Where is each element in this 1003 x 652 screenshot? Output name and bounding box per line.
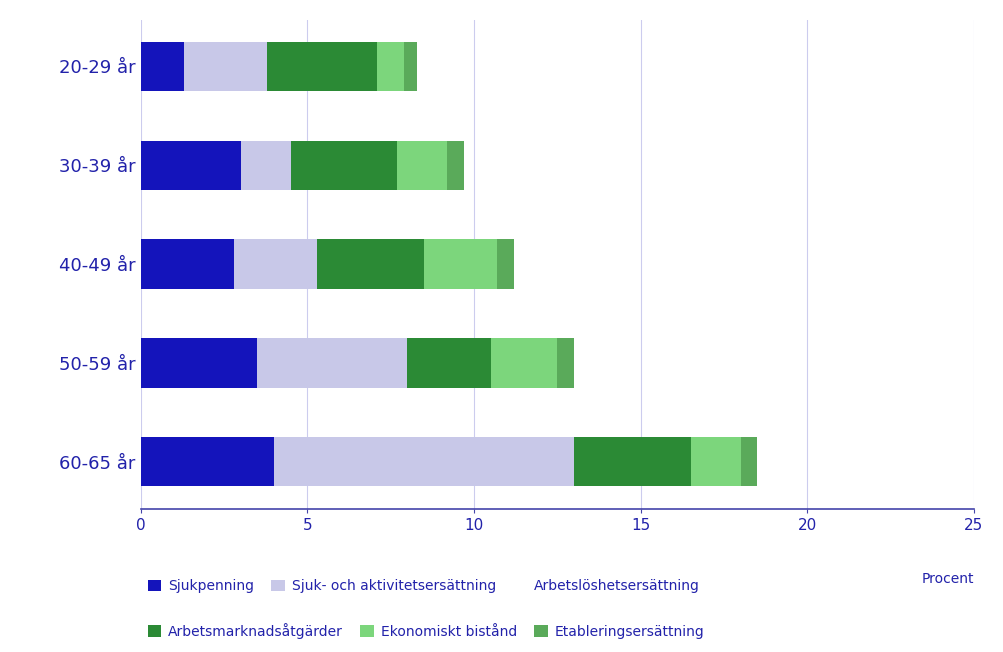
Bar [690, 437, 740, 486]
Bar [403, 42, 417, 91]
Bar [290, 141, 397, 190]
Bar [267, 42, 377, 91]
Bar [234, 239, 317, 289]
Bar [574, 437, 690, 486]
Bar [490, 338, 557, 387]
Bar [140, 437, 274, 486]
Bar [377, 42, 403, 91]
Bar [241, 141, 290, 190]
Bar [140, 141, 241, 190]
Bar [740, 437, 756, 486]
Legend: Arbetsmarknadsåtgärder, Ekonomiskt bistånd, Etableringsersättning: Arbetsmarknadsåtgärder, Ekonomiskt bistå… [147, 623, 703, 639]
Bar [317, 239, 423, 289]
Bar [423, 239, 496, 289]
Bar [140, 338, 257, 387]
Bar [407, 338, 490, 387]
Bar [140, 42, 184, 91]
Bar [557, 338, 574, 387]
Bar [140, 239, 234, 289]
Text: Procent: Procent [921, 572, 973, 586]
Bar [257, 338, 407, 387]
Bar [274, 437, 574, 486]
Bar [496, 239, 514, 289]
Bar [397, 141, 446, 190]
Bar [446, 141, 463, 190]
Bar [184, 42, 267, 91]
